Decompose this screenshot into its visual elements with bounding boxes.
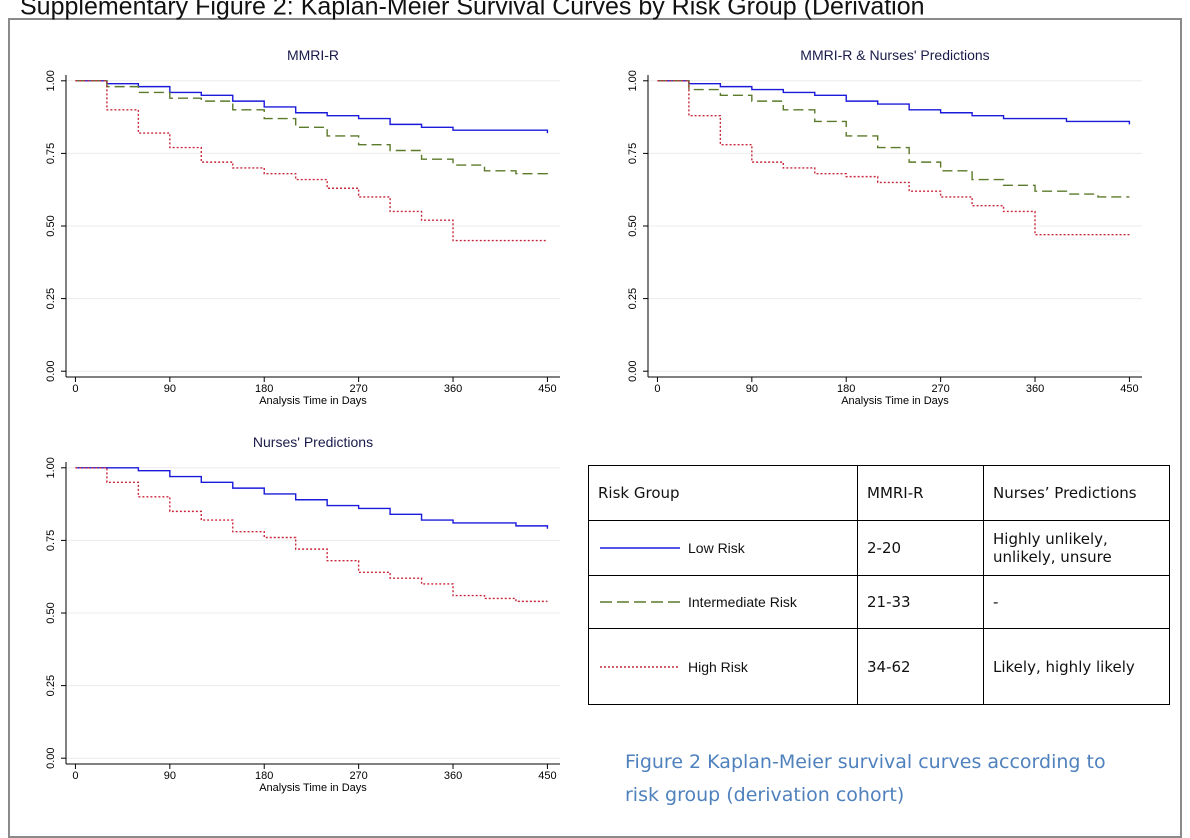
x-tick-label: 360 [1026, 383, 1044, 395]
survival-curve [657, 80, 1130, 198]
x-tick-label: 0 [654, 383, 660, 395]
header-cell: MMRI-R [857, 465, 984, 521]
table-header: Risk Group MMRI-R Nurses’ Predictions [588, 465, 1170, 521]
cell: Highly unlikely, unlikely, unsure [983, 520, 1170, 576]
y-tick-label: 0.75 [627, 143, 639, 164]
figure-title: Supplementary Figure 2: Kaplan-Meier Sur… [20, 0, 925, 21]
x-tick-label: 90 [164, 770, 176, 782]
table-row: Intermediate Risk 21-33 - [588, 575, 1170, 629]
y-tick-label: 0.25 [45, 288, 57, 309]
cell: 21-33 [857, 575, 984, 629]
x-tick-label: 0 [72, 383, 78, 395]
x-tick-label: 180 [837, 383, 855, 395]
survival-curve [657, 80, 1130, 236]
charts: Supplementary Figure 2: Kaplan-Meier Sur… [20, 0, 1142, 794]
x-tick-label: 450 [538, 383, 556, 395]
table-row: Low Risk 2-20 Highly unlikely, unlikely,… [588, 520, 1170, 576]
x-axis-label: Analysis Time in Days [841, 395, 949, 407]
x-tick-label: 360 [444, 770, 462, 782]
x-tick-label: 360 [444, 383, 462, 395]
y-tick-label: 0.00 [627, 360, 639, 381]
caption-line: risk group (derivation cohort) [625, 784, 905, 806]
header-cell: Nurses’ Predictions [983, 465, 1170, 521]
legend-table: Risk Group MMRI-R Nurses’ Predictions Lo… [588, 465, 1170, 705]
survival-curve [75, 80, 549, 176]
y-tick-label: 0.50 [627, 215, 639, 236]
x-tick-label: 90 [746, 383, 758, 395]
survival-curve [75, 80, 549, 134]
cell: Likely, highly likely [983, 628, 1170, 705]
legend-cell: High Risk [588, 628, 858, 705]
cell: 2-20 [857, 520, 984, 576]
x-tick-label: 180 [255, 770, 273, 782]
page: {"title": "Supplementary Figure 2: Kapla… [8, 0, 1182, 838]
x-tick-label: 270 [349, 383, 367, 395]
legend-cell: Low Risk [588, 520, 858, 576]
y-tick-label: 0.00 [45, 360, 57, 381]
x-tick-label: 90 [164, 383, 176, 395]
y-tick-label: 0.75 [45, 530, 57, 551]
y-tick-label: 0.50 [45, 602, 57, 623]
x-tick-label: 180 [255, 383, 273, 395]
caption-line: Figure 2 Kaplan-Meier survival curves ac… [625, 751, 1106, 773]
x-tick-label: 270 [931, 383, 949, 395]
y-tick-label: 1.00 [45, 457, 57, 478]
cell: - [983, 575, 1170, 629]
x-tick-label: 0 [72, 770, 78, 782]
x-tick-label: 450 [1120, 383, 1138, 395]
legend-line [600, 665, 680, 668]
y-tick-label: 1.00 [45, 70, 57, 91]
legend-label: High Risk [688, 658, 748, 675]
y-tick-label: 0.75 [45, 143, 57, 164]
legend-line [600, 547, 680, 549]
survival-curve [75, 467, 548, 603]
legend-label: Intermediate Risk [688, 594, 797, 610]
y-tick-label: 0.50 [45, 215, 57, 236]
legend-cell: Intermediate Risk [588, 575, 858, 629]
x-axis-label: Analysis Time in Days [259, 782, 367, 794]
survival-curve [75, 467, 549, 529]
legend-line [600, 601, 680, 603]
x-tick-label: 270 [349, 770, 367, 782]
chart-title: MMRI-R [287, 47, 339, 63]
y-tick-label: 0.00 [45, 747, 57, 768]
chart-title: Nurses' Predictions [253, 434, 373, 450]
y-tick-label: 0.25 [45, 675, 57, 696]
y-tick-label: 0.25 [627, 288, 639, 309]
survival-curve [657, 80, 1131, 125]
survival-curve [75, 80, 548, 242]
x-tick-label: 450 [538, 770, 556, 782]
header-cell: Risk Group [588, 465, 858, 521]
chart-title: MMRI-R & Nurses' Predictions [800, 47, 989, 63]
table-row: High Risk 34-62 Likely, highly likely [588, 628, 1170, 705]
caption: Figure 2 Kaplan-Meier survival curves ac… [625, 746, 1106, 812]
legend-label: Low Risk [688, 540, 745, 556]
y-tick-label: 1.00 [627, 70, 639, 91]
cell: 34-62 [857, 628, 984, 705]
x-axis-label: Analysis Time in Days [259, 395, 367, 407]
